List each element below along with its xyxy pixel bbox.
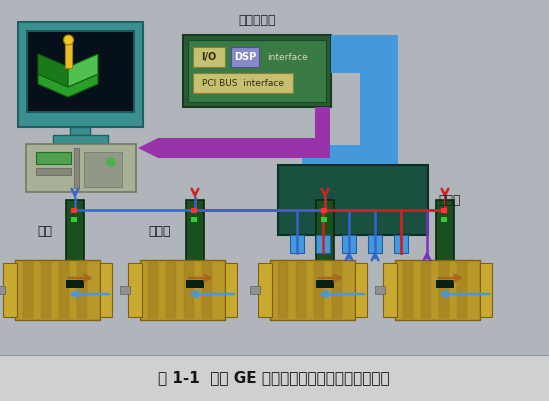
Bar	[316, 235, 330, 253]
Bar	[120, 286, 130, 294]
Bar	[0, 0, 549, 355]
Bar	[41, 262, 51, 318]
Bar	[278, 165, 428, 235]
Bar	[0, 286, 5, 294]
Bar	[331, 35, 360, 73]
Bar	[183, 35, 331, 107]
Bar	[166, 262, 176, 318]
Bar	[191, 208, 197, 213]
Bar	[84, 152, 122, 187]
Bar	[36, 152, 71, 164]
Bar	[184, 262, 194, 318]
Bar	[314, 262, 324, 318]
Bar	[270, 260, 355, 320]
Bar	[18, 22, 143, 127]
Bar	[71, 217, 77, 222]
Bar	[71, 208, 77, 213]
Bar	[65, 40, 72, 68]
Bar	[480, 263, 492, 317]
Bar	[77, 262, 87, 318]
Bar	[231, 47, 259, 67]
Bar	[296, 262, 306, 318]
Bar	[188, 40, 326, 102]
Bar	[15, 260, 100, 320]
Bar	[202, 262, 212, 318]
Bar	[302, 145, 398, 167]
Text: 驱动器: 驱动器	[149, 225, 171, 238]
Bar	[191, 217, 197, 222]
Bar	[158, 138, 330, 158]
Circle shape	[106, 157, 116, 167]
Text: 电机: 电机	[37, 225, 53, 238]
Bar	[316, 280, 334, 288]
Bar	[375, 286, 385, 294]
Bar	[321, 208, 327, 213]
Bar	[66, 200, 84, 280]
Text: I/O: I/O	[201, 52, 217, 62]
Polygon shape	[38, 74, 98, 97]
Bar	[23, 262, 33, 318]
Text: 连接板: 连接板	[438, 194, 461, 207]
Bar	[3, 263, 17, 317]
Bar	[28, 32, 133, 111]
Bar	[66, 280, 84, 288]
Bar	[36, 168, 71, 175]
Text: 图 1-1  采用 GE 运动控制器组成的控制系统框图: 图 1-1 采用 GE 运动控制器组成的控制系统框图	[158, 371, 390, 385]
Bar	[100, 263, 112, 317]
Bar	[148, 262, 158, 318]
Bar	[225, 263, 237, 317]
Text: interface: interface	[267, 53, 309, 61]
Bar	[140, 260, 225, 320]
Bar	[53, 135, 108, 144]
Polygon shape	[68, 54, 98, 87]
Bar	[394, 235, 408, 253]
Bar	[342, 235, 356, 253]
Bar	[436, 200, 454, 280]
Text: DSP: DSP	[234, 52, 256, 62]
Bar	[315, 107, 330, 138]
Text: PCI BUS  interface: PCI BUS interface	[202, 79, 284, 87]
Text: 运动控制器: 运动控制器	[238, 14, 276, 27]
Bar	[186, 280, 204, 288]
Bar	[186, 200, 204, 280]
Bar	[321, 217, 327, 222]
Circle shape	[64, 35, 74, 45]
Bar	[395, 260, 480, 320]
Bar	[441, 217, 447, 222]
Bar	[441, 208, 447, 213]
Bar	[355, 263, 367, 317]
Bar	[70, 127, 90, 135]
Bar	[59, 262, 69, 318]
Bar	[436, 280, 454, 288]
Bar	[290, 235, 304, 253]
Bar	[368, 235, 382, 253]
Bar	[250, 286, 260, 294]
Bar	[278, 262, 288, 318]
Polygon shape	[38, 54, 68, 87]
Bar	[193, 73, 293, 93]
Polygon shape	[138, 138, 158, 158]
Bar	[74, 148, 79, 188]
Bar	[258, 263, 272, 317]
Bar	[439, 262, 449, 318]
Bar	[383, 263, 397, 317]
Bar	[193, 47, 225, 67]
Bar	[26, 30, 135, 113]
Bar	[403, 262, 413, 318]
Bar	[0, 355, 549, 401]
Bar	[457, 262, 467, 318]
Bar	[128, 263, 142, 317]
Bar	[421, 262, 431, 318]
Bar	[26, 144, 136, 192]
Bar	[360, 35, 398, 165]
Bar	[316, 200, 334, 280]
Bar	[332, 262, 342, 318]
